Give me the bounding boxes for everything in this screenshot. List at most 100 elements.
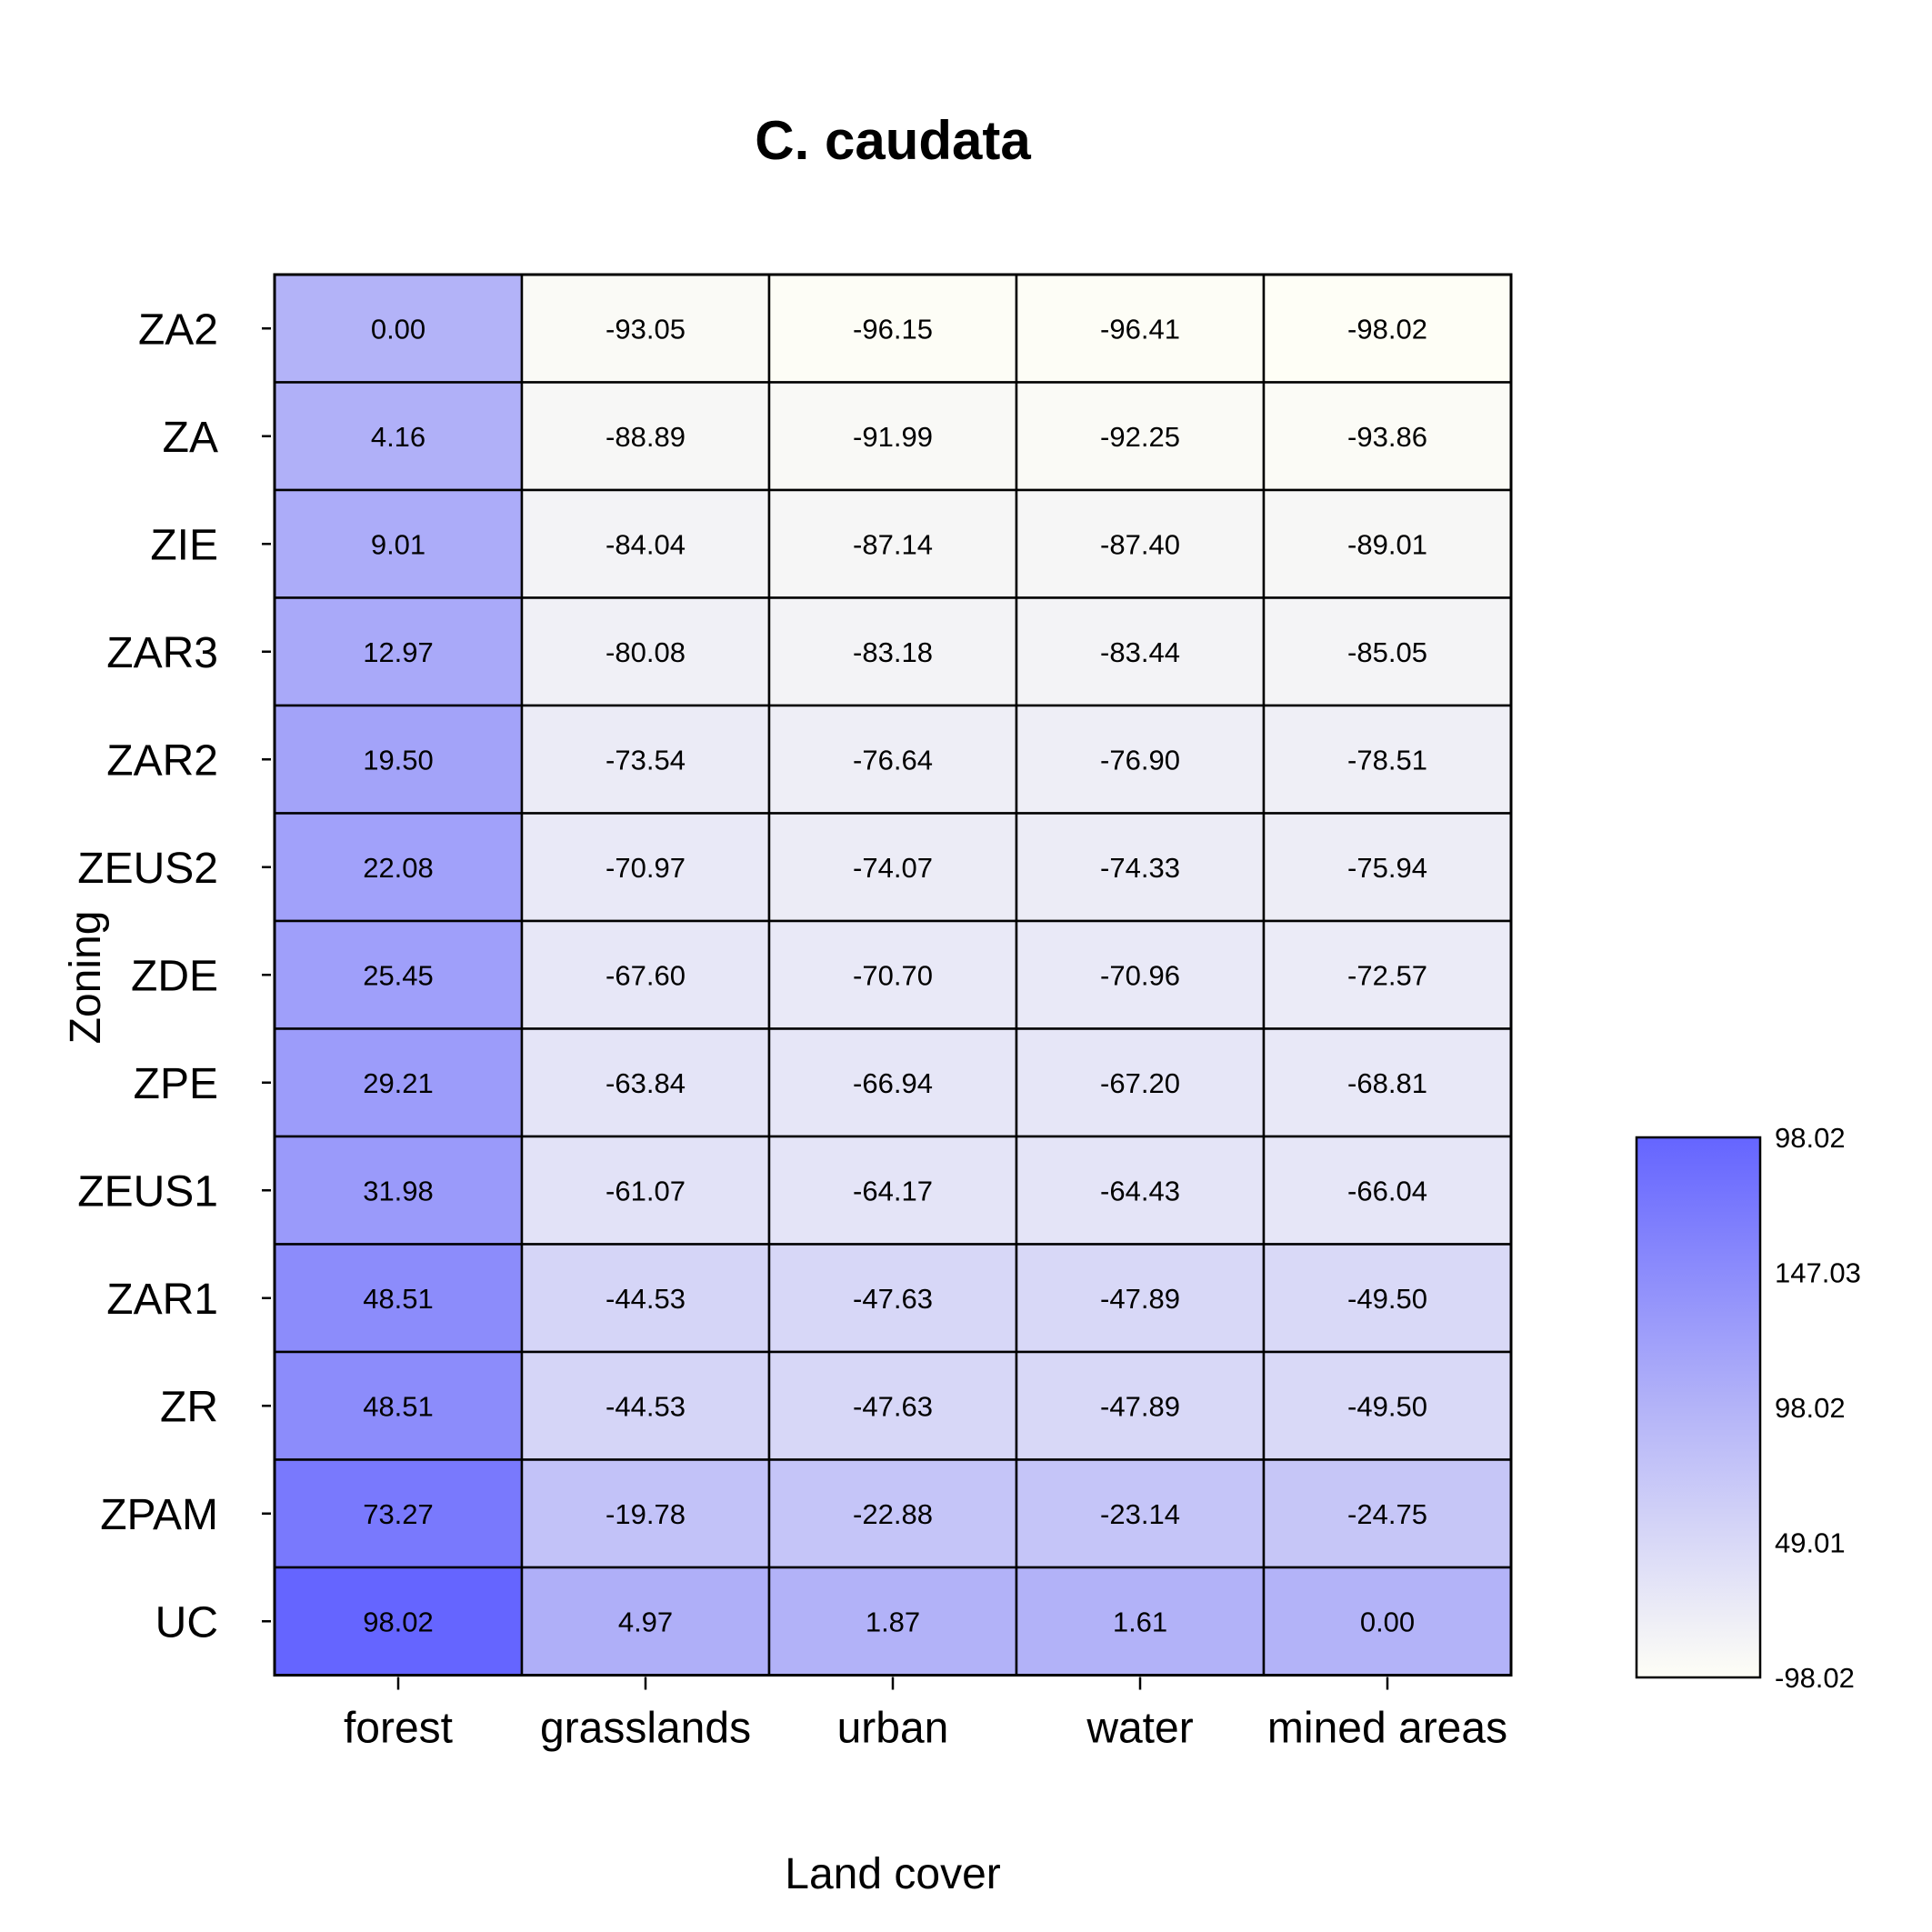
heatmap-cell [273, 919, 524, 1030]
cell-value-label: 1.61 [1113, 1606, 1167, 1637]
heatmap-cell [767, 812, 1018, 923]
cell-value-label: -75.94 [1347, 852, 1427, 884]
heatmap-cell [520, 596, 771, 707]
cell-value-label: -93.86 [1347, 421, 1427, 453]
heatmap-cell [273, 704, 524, 815]
cell-value-label: 48.51 [363, 1283, 434, 1315]
heatmap-cell [273, 273, 524, 384]
heatmap-cell [1262, 596, 1513, 707]
cell-value-label: -47.89 [1100, 1390, 1180, 1422]
heatmap-cell [767, 704, 1018, 815]
cell-value-label: -85.05 [1347, 636, 1427, 668]
heatmap-cell [273, 1458, 524, 1569]
cell-value-label: -87.40 [1100, 528, 1180, 560]
x-axis-title: Land cover [785, 1850, 1001, 1898]
heatmap-cell [1015, 273, 1266, 384]
heatmap-cell [520, 1135, 771, 1246]
y-tick-label: ZIE [150, 521, 218, 569]
heatmap-cell-labels: 0.00 -93.05 -96.15 -96.41 -98.02 4.16 -88.89 -9… [363, 313, 1427, 1637]
legend-tick-label: 49.01 [1775, 1527, 1846, 1559]
cell-value-label: 4.16 [371, 421, 425, 453]
y-axis-title: Zoning [62, 911, 110, 1045]
heatmap-cell [520, 1027, 771, 1138]
cell-value-label: -83.18 [853, 636, 933, 668]
cell-value-label: -67.20 [1100, 1067, 1180, 1099]
heatmap-cell [273, 1350, 524, 1461]
cell-value-label: -49.50 [1347, 1390, 1427, 1422]
y-axis: ZA2 ZA ZIE ZAR3 ZAR2 ZEUS2 ZDE ZPE ZEUS1 ZAR1 ZR ZP… [77, 305, 271, 1647]
cell-value-label: -80.08 [606, 636, 686, 668]
heatmap-cell [767, 1135, 1018, 1246]
cell-value-label: -19.78 [606, 1498, 686, 1530]
heatmap-cell [273, 1243, 524, 1354]
cell-value-label: 9.01 [371, 528, 425, 560]
heatmap-cell [767, 1243, 1018, 1354]
heatmap-cell [1015, 596, 1266, 707]
heatmap-cell [767, 1027, 1018, 1138]
cell-value-label: -24.75 [1347, 1498, 1427, 1530]
cell-value-label: -93.05 [606, 313, 686, 345]
x-tick-label: urban [837, 1705, 949, 1753]
cell-value-label: -83.44 [1100, 636, 1180, 668]
cell-value-label: -70.70 [853, 959, 933, 991]
x-tick-label: grasslands [540, 1705, 751, 1753]
legend-tick-label: 98.02 [1775, 1392, 1846, 1424]
heatmap-cell [1262, 381, 1513, 492]
cell-value-label: -67.60 [606, 959, 686, 991]
x-tick-label: forest [344, 1705, 453, 1753]
cell-value-label: -84.04 [606, 528, 686, 560]
cell-value-label: -47.63 [853, 1390, 933, 1422]
cell-value-label: -47.63 [853, 1283, 933, 1315]
cell-value-label: -74.33 [1100, 852, 1180, 884]
heatmap-cell [1262, 704, 1513, 815]
cell-value-label: 73.27 [363, 1498, 434, 1530]
heatmap-cell [1262, 1350, 1513, 1461]
cell-value-label: 98.02 [363, 1606, 434, 1637]
heatmap-cell [1015, 1350, 1266, 1461]
heatmap-cell [1262, 1243, 1513, 1354]
chart-title: C. caudata [755, 110, 1031, 171]
heatmap-cell [1015, 1243, 1266, 1354]
y-tick-label: ZPAM [100, 1491, 218, 1539]
legend-colorbar [1635, 1136, 1762, 1679]
cell-value-label: -88.89 [606, 421, 686, 453]
heatmap-cell [1015, 1458, 1266, 1569]
heatmap-cell [767, 1350, 1018, 1461]
cell-value-label: -73.54 [606, 744, 686, 776]
cell-value-label: -72.57 [1347, 959, 1427, 991]
cell-value-label: -49.50 [1347, 1283, 1427, 1315]
y-tick-label: ZR [160, 1383, 218, 1431]
cell-value-label: -89.01 [1347, 528, 1427, 560]
legend-tick-label: 147.03 [1775, 1257, 1861, 1289]
cell-value-label: -61.07 [606, 1175, 686, 1206]
heatmap-cell [520, 488, 771, 599]
cell-value-label: -70.96 [1100, 959, 1180, 991]
y-tick-label: ZEUS1 [77, 1167, 218, 1216]
cell-value-label: -64.43 [1100, 1175, 1180, 1206]
cell-value-label: 12.97 [363, 636, 434, 668]
y-tick-label: ZA [163, 414, 218, 462]
cell-value-label: 19.50 [363, 744, 434, 776]
x-axis: forest grasslands urban water mined areas [344, 1677, 1507, 1753]
cell-value-label: 31.98 [363, 1175, 434, 1206]
cell-value-label: -76.64 [853, 744, 933, 776]
cell-value-label: -76.90 [1100, 744, 1180, 776]
y-tick-label: ZAR3 [106, 629, 218, 677]
heatmap-cell [273, 1566, 524, 1677]
cell-value-label: -96.41 [1100, 313, 1180, 345]
cell-value-label: 48.51 [363, 1390, 434, 1422]
cell-value-label: -64.17 [853, 1175, 933, 1206]
cell-value-label: -23.14 [1100, 1498, 1180, 1530]
heatmap-cell [1015, 488, 1266, 599]
cell-value-label: -78.51 [1347, 744, 1427, 776]
y-tick-label: ZAR1 [106, 1276, 218, 1324]
cell-value-label: -70.97 [606, 852, 686, 884]
cell-value-label: -44.53 [606, 1283, 686, 1315]
y-tick-label: ZAR2 [106, 736, 218, 785]
cell-value-label: -92.25 [1100, 421, 1180, 453]
heatmap-cell [1015, 1027, 1266, 1138]
heatmap-cell [1015, 812, 1266, 923]
cell-value-label: -98.02 [1347, 313, 1427, 345]
cell-value-label: -44.53 [606, 1390, 686, 1422]
cell-value-label: -63.84 [606, 1067, 686, 1099]
